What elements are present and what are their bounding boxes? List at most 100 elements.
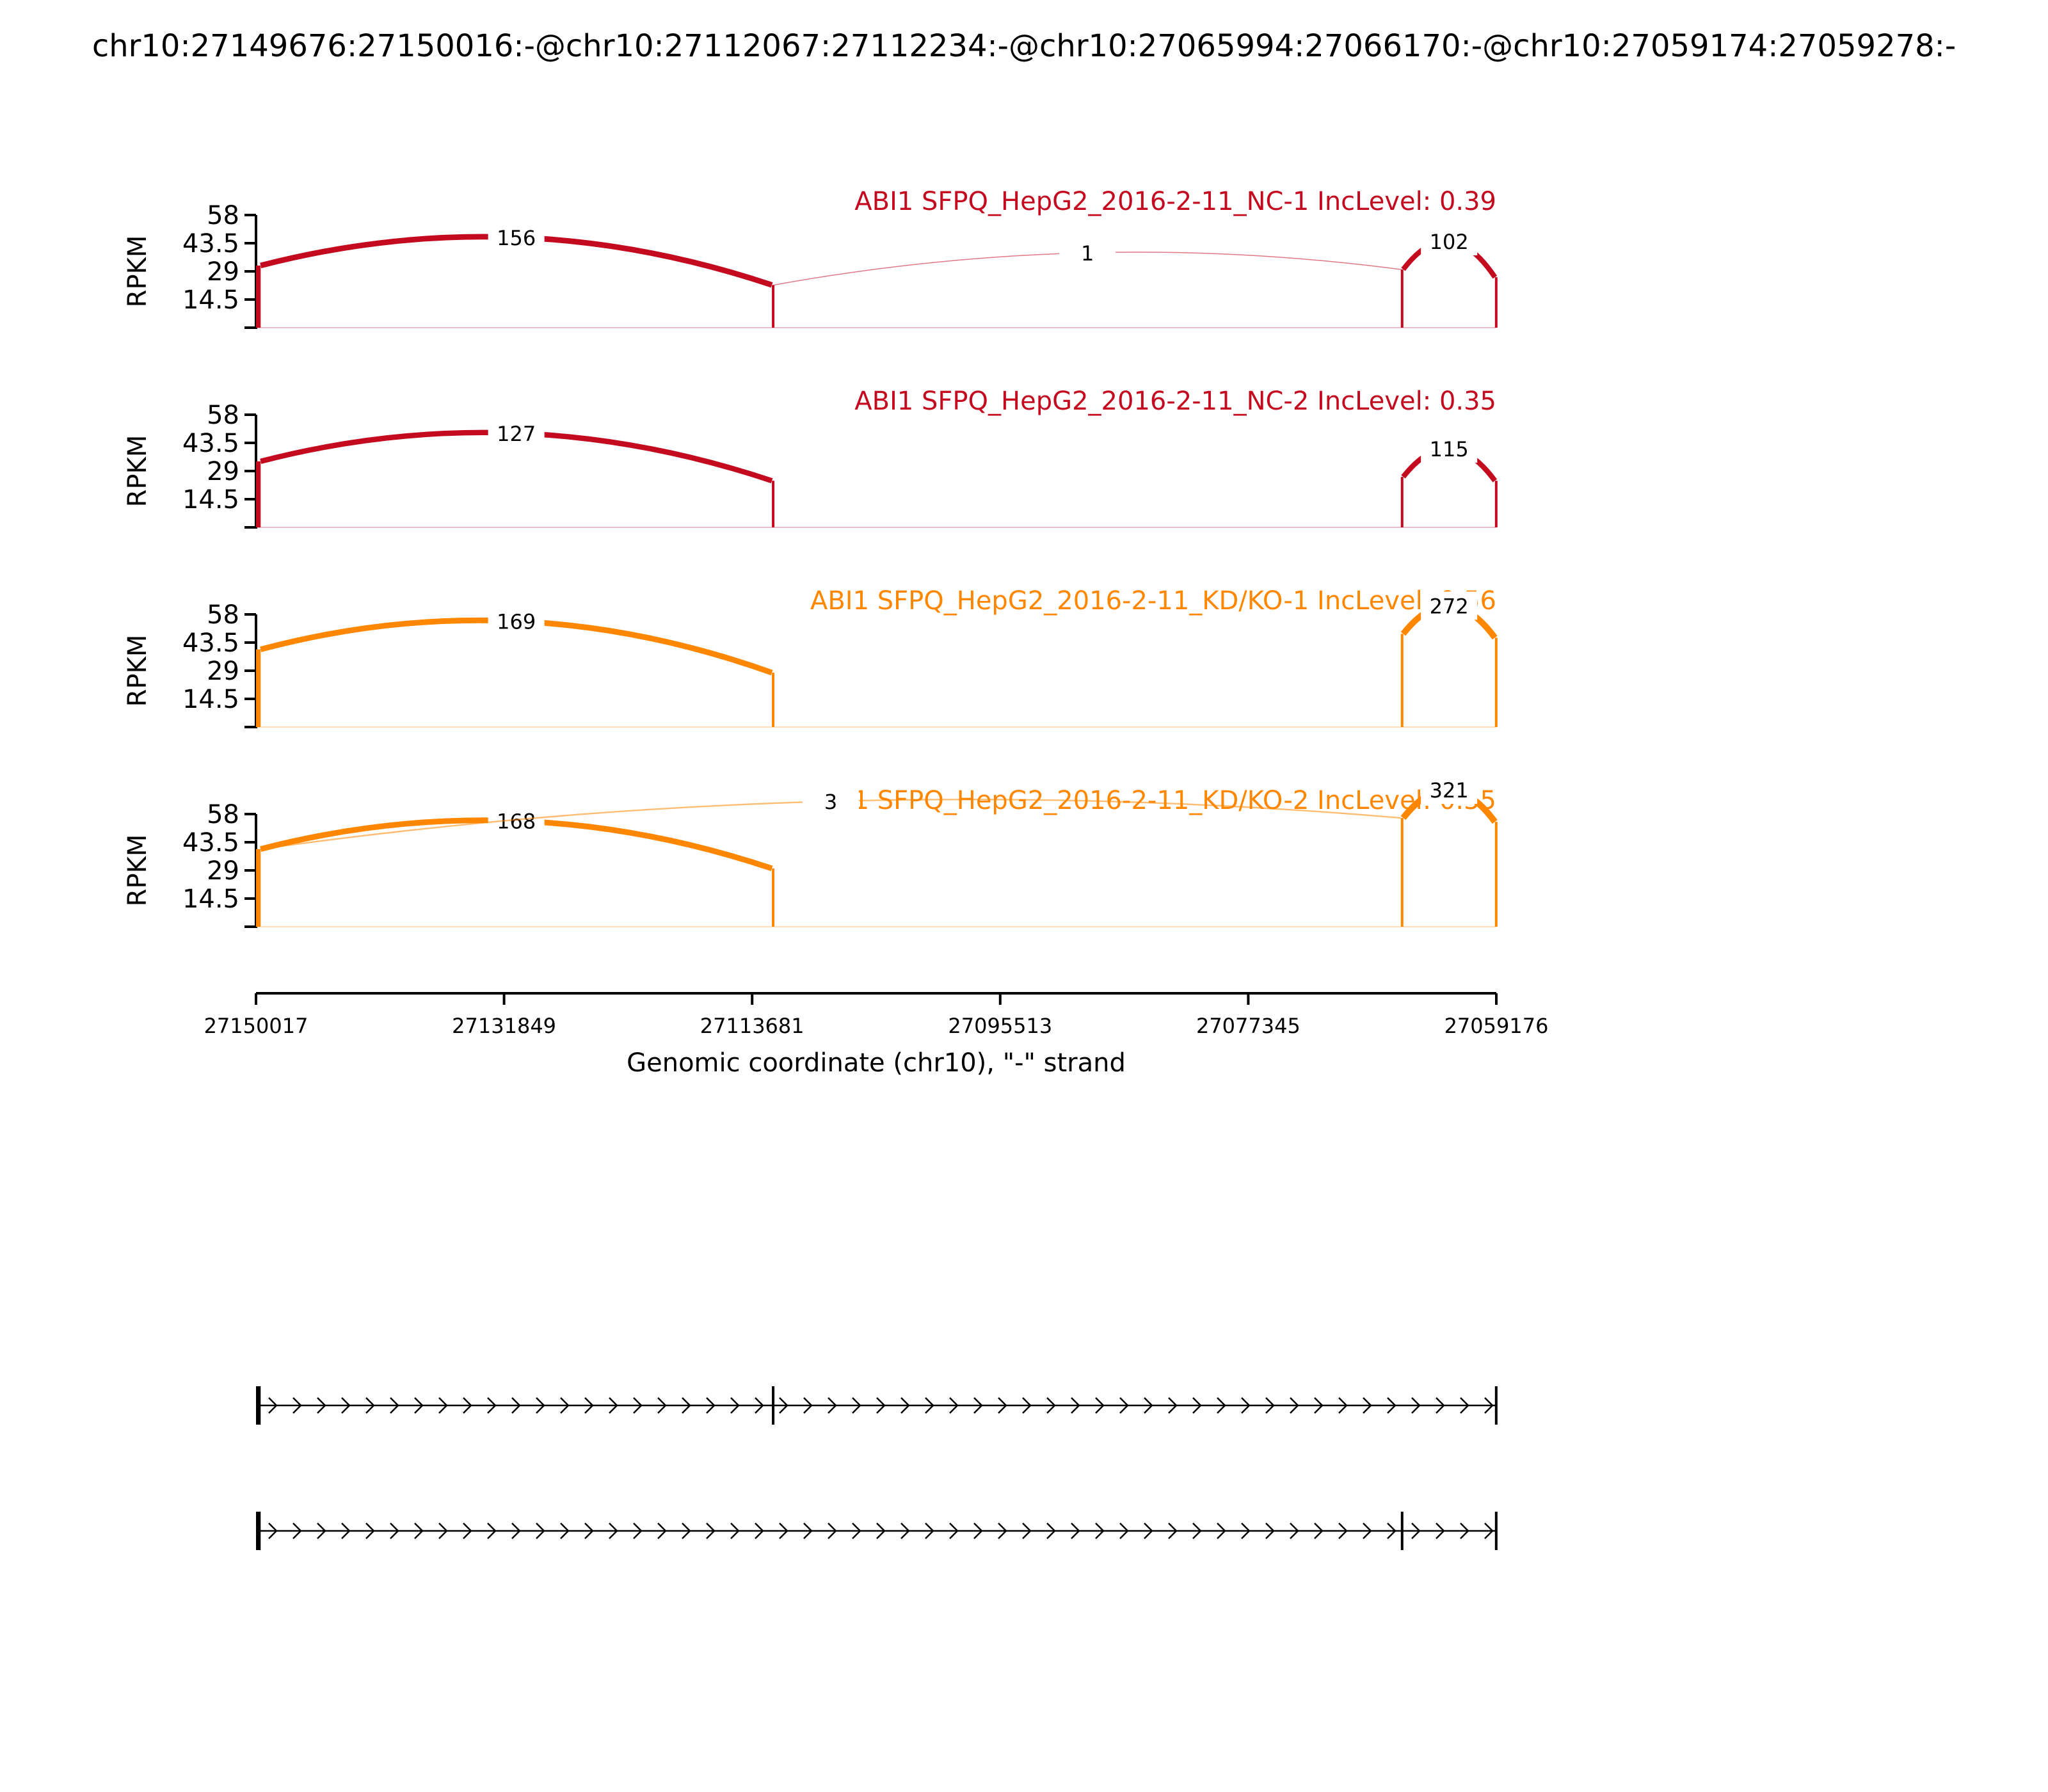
strand-chevron	[1387, 1397, 1396, 1414]
coverage-bar	[772, 673, 775, 727]
strand-chevron	[438, 1523, 448, 1539]
strand-chevron	[1217, 1523, 1226, 1539]
strand-chevron	[268, 1397, 278, 1414]
strand-chevron	[828, 1397, 837, 1414]
coverage-bar	[1400, 477, 1404, 527]
strand-chevron	[609, 1523, 618, 1539]
strand-chevron	[876, 1397, 886, 1414]
strand-chevron	[414, 1397, 424, 1414]
strand-chevron	[1387, 1523, 1396, 1539]
strand-chevron	[1241, 1397, 1251, 1414]
strand-chevron	[706, 1523, 716, 1539]
strand-chevron	[779, 1523, 788, 1539]
panel-label: ABI1 SFPQ_HepG2_2016-2-11_NC-2 IncLevel:…	[854, 387, 1496, 416]
strand-chevron	[1241, 1523, 1251, 1539]
strand-chevron	[341, 1523, 351, 1539]
exon-block	[1494, 1512, 1498, 1550]
y-tick-label: 29	[207, 257, 239, 287]
strand-chevron	[1484, 1397, 1494, 1414]
strand-chevron	[1460, 1397, 1469, 1414]
panel-label: ABI1 SFPQ_HepG2_2016-2-11_KD/KO-1 IncLev…	[810, 586, 1496, 616]
junction-count-label: 127	[497, 422, 536, 446]
coverage-bar	[1494, 481, 1498, 527]
strand-chevron	[1290, 1523, 1299, 1539]
strand-chevron	[1217, 1397, 1226, 1414]
strand-chevron	[1022, 1523, 1032, 1539]
exon-block	[256, 1512, 261, 1550]
strand-chevron	[925, 1397, 934, 1414]
strand-chevron	[852, 1397, 861, 1414]
panel-label: ABI1 SFPQ_HepG2_2016-2-11_KD/KO-2 IncLev…	[810, 786, 1496, 815]
strand-chevron	[365, 1523, 375, 1539]
y-axis-label: RPKM	[123, 635, 152, 707]
y-tick-label: 14.5	[182, 685, 239, 714]
coverage-bar	[772, 285, 775, 328]
strand-chevron	[365, 1397, 375, 1414]
strand-chevron	[1046, 1397, 1056, 1414]
panel-label: ABI1 SFPQ_HepG2_2016-2-11_NC-1 IncLevel:…	[854, 187, 1496, 216]
x-tick-label: 27131849	[452, 1014, 556, 1038]
strand-chevron	[973, 1523, 983, 1539]
junction-count-label: 102	[1430, 230, 1469, 254]
strand-chevron	[1071, 1397, 1080, 1414]
strand-chevron	[998, 1523, 1007, 1539]
strand-chevron	[828, 1523, 837, 1539]
strand-chevron	[852, 1523, 861, 1539]
coverage-bar	[1494, 637, 1498, 727]
strand-chevron	[1192, 1397, 1202, 1414]
junction-label-bg	[1421, 435, 1478, 463]
strand-chevron	[1046, 1523, 1056, 1539]
strand-chevron	[1436, 1397, 1445, 1414]
strand-chevron	[925, 1523, 934, 1539]
coverage-bar	[256, 461, 261, 527]
strand-chevron	[755, 1523, 764, 1539]
y-tick-label: 58	[207, 401, 239, 430]
y-tick-label: 43.5	[182, 628, 239, 658]
y-tick-label: 43.5	[182, 828, 239, 858]
strand-chevron	[511, 1523, 521, 1539]
junction-count-label: 1	[1081, 241, 1094, 266]
strand-chevron	[755, 1397, 764, 1414]
coverage-bar	[1494, 277, 1498, 328]
coverage-bar	[1494, 822, 1498, 927]
y-tick-label: 43.5	[182, 429, 239, 458]
strand-chevron	[803, 1397, 813, 1414]
coverage-bar	[1400, 269, 1404, 328]
coverage-bar	[1400, 634, 1404, 727]
strand-chevron	[998, 1397, 1007, 1414]
strand-chevron	[803, 1523, 813, 1539]
strand-chevron	[414, 1523, 424, 1539]
strand-chevron	[1119, 1523, 1129, 1539]
coverage-bar	[772, 868, 775, 927]
strand-chevron	[1168, 1523, 1178, 1539]
x-tick-label: 27095513	[948, 1014, 1052, 1038]
strand-chevron	[1314, 1523, 1324, 1539]
junction-count-label: 115	[1430, 437, 1469, 461]
y-tick-label: 58	[207, 800, 239, 829]
isoform-2	[256, 1512, 1498, 1550]
y-tick-label: 43.5	[182, 229, 239, 259]
junction-label-bg	[1421, 591, 1478, 620]
strand-chevron	[1290, 1397, 1299, 1414]
strand-chevron	[1363, 1397, 1372, 1414]
coverage-bar	[256, 265, 261, 328]
strand-chevron	[1338, 1397, 1348, 1414]
strand-chevron	[268, 1523, 278, 1539]
y-tick-label: 14.5	[182, 485, 239, 515]
strand-chevron	[1265, 1523, 1275, 1539]
y-tick-label: 14.5	[182, 285, 239, 315]
x-tick-label: 27150017	[204, 1014, 308, 1038]
strand-chevron	[1436, 1523, 1445, 1539]
strand-chevron	[706, 1397, 716, 1414]
strand-chevron	[973, 1397, 983, 1414]
x-tick-label: 27077345	[1196, 1014, 1300, 1038]
strand-chevron	[682, 1523, 691, 1539]
junction-label-bg	[1421, 776, 1478, 804]
strand-chevron	[1411, 1523, 1421, 1539]
strand-chevron	[900, 1397, 910, 1414]
exon-block	[1400, 1512, 1404, 1550]
